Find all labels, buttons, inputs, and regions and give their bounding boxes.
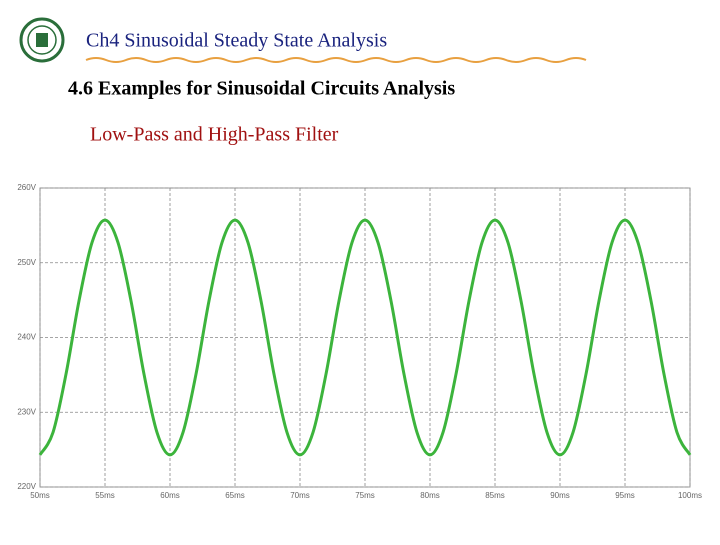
x-tick-label: 80ms [420, 491, 440, 500]
section-title: 4.6 Examples for Sinusoidal Circuits Ana… [68, 78, 455, 100]
logo [19, 17, 65, 63]
x-tick-label: 55ms [95, 491, 115, 500]
y-tick-label: 240V [17, 333, 36, 342]
x-tick-label: 85ms [485, 491, 505, 500]
y-tick-label: 260V [17, 183, 36, 192]
signal-line [38, 218, 692, 457]
plot: 220V 230V 240V 250V 260V 50ms 55ms 60ms 65ms 70ms… [17, 183, 702, 500]
x-tick-label: 70ms [290, 491, 310, 500]
title-underline [85, 57, 587, 63]
x-tick-label: 65ms [225, 491, 245, 500]
x-tick-label: 100ms [678, 491, 702, 500]
y-tick-label: 220V [17, 482, 36, 491]
x-tick-label: 75ms [355, 491, 375, 500]
x-tick-label: 60ms [160, 491, 180, 500]
x-tick-label: 50ms [30, 491, 50, 500]
y-tick-label: 250V [17, 258, 36, 267]
y-tick-label: 230V [17, 407, 36, 416]
topic-title: Low-Pass and High-Pass Filter [90, 124, 339, 146]
x-tick-label: 90ms [550, 491, 570, 500]
x-tick-label: 95ms [615, 491, 635, 500]
slide-title: Ch4 Sinusoidal Steady State Analysis [86, 30, 387, 52]
